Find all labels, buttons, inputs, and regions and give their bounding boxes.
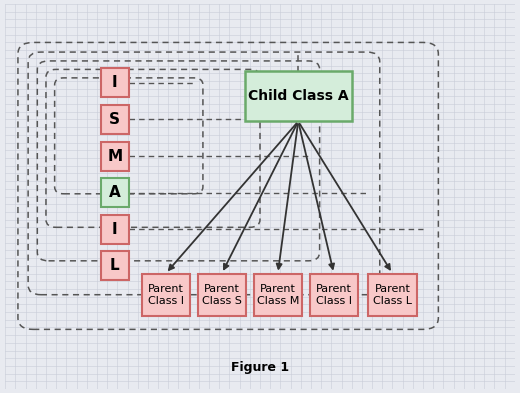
Text: M: M bbox=[107, 149, 122, 163]
FancyBboxPatch shape bbox=[141, 274, 190, 316]
Text: L: L bbox=[110, 258, 120, 273]
Text: Parent
Class I: Parent Class I bbox=[148, 283, 184, 306]
FancyBboxPatch shape bbox=[245, 71, 352, 121]
FancyBboxPatch shape bbox=[101, 215, 129, 244]
Text: Parent
Class M: Parent Class M bbox=[257, 283, 299, 306]
Text: I: I bbox=[112, 75, 118, 90]
Text: I: I bbox=[112, 222, 118, 237]
Text: Child Class A: Child Class A bbox=[248, 89, 348, 103]
Text: Parent
Class I: Parent Class I bbox=[316, 283, 352, 306]
FancyBboxPatch shape bbox=[368, 274, 417, 316]
Text: Parent
Class S: Parent Class S bbox=[202, 283, 242, 306]
FancyBboxPatch shape bbox=[198, 274, 246, 316]
Text: Parent
Class L: Parent Class L bbox=[373, 283, 412, 306]
FancyBboxPatch shape bbox=[101, 68, 129, 97]
Text: Figure 1: Figure 1 bbox=[231, 362, 289, 375]
FancyBboxPatch shape bbox=[101, 141, 129, 171]
FancyBboxPatch shape bbox=[101, 105, 129, 134]
Text: A: A bbox=[109, 185, 121, 200]
FancyBboxPatch shape bbox=[254, 274, 302, 316]
FancyBboxPatch shape bbox=[310, 274, 358, 316]
Text: S: S bbox=[109, 112, 120, 127]
FancyBboxPatch shape bbox=[101, 252, 129, 280]
FancyBboxPatch shape bbox=[101, 178, 129, 207]
